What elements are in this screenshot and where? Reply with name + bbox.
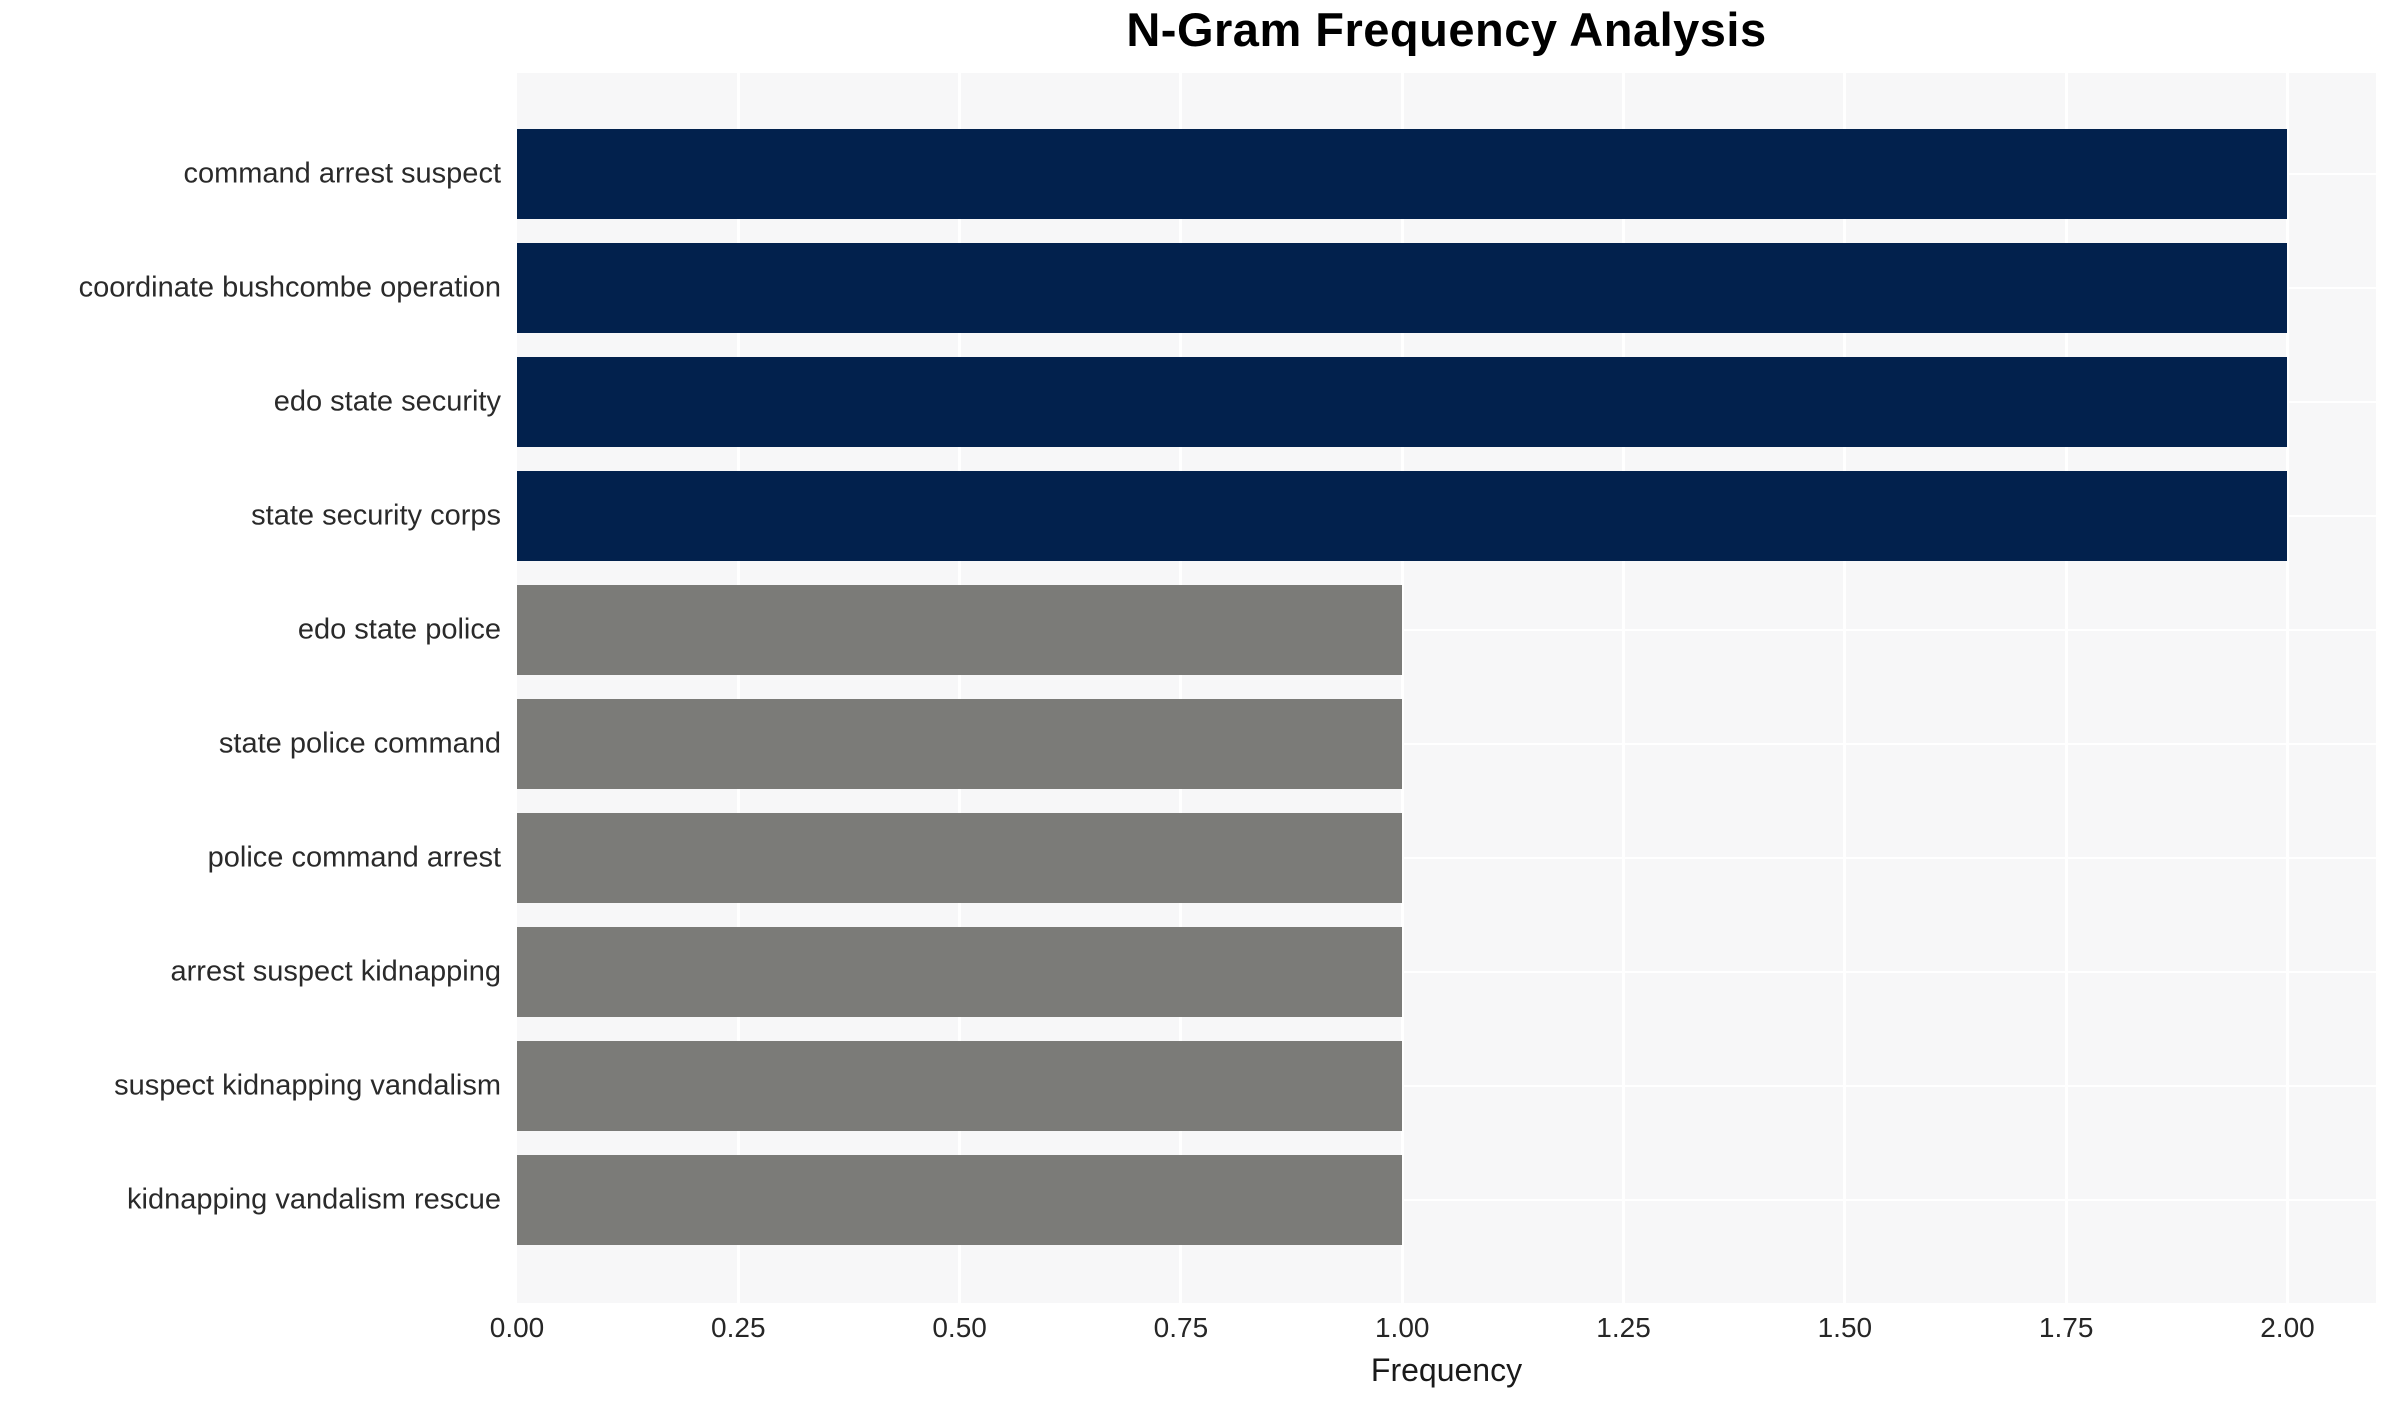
bar [517,1041,1403,1131]
category-label: coordinate bushcombe operation [78,271,501,304]
x-gridline [2064,73,2068,1303]
y-gridline [517,971,2376,973]
category-label: arrest suspect kidnapping [170,955,501,988]
x-tick-label: 0.00 [489,1312,545,1343]
bar [517,129,2288,219]
x-gridline [1400,73,1404,1303]
category-label: state police command [218,727,501,760]
x-tick-label: 0.25 [711,1312,766,1343]
chart-row: arrest suspect kidnapping [171,915,2376,1029]
chart-row: kidnapping vandalism rescue [127,1143,2376,1257]
category-label: command arrest suspect [183,157,501,190]
bar [517,813,1403,903]
y-gridline [517,743,2376,745]
x-axis-label: Frequency [1370,1352,1523,1388]
x-gridline [2285,73,2289,1303]
plot-area: command arrest suspect coordinate bushco… [79,73,2376,1303]
x-gridline [958,73,962,1303]
chart-row: state security corps [251,459,2376,573]
chart-row: edo state security [274,345,2376,459]
bar [517,357,2288,447]
category-label: kidnapping vandalism rescue [127,1183,501,1216]
x-tick-label: 2.00 [2260,1312,2315,1343]
chart-title: N-Gram Frequency Analysis [1126,3,1767,56]
bar [517,1155,1403,1245]
y-gridline [517,1085,2376,1087]
x-gridline [1179,73,1183,1303]
x-tick-label: 0.50 [932,1312,987,1343]
bar [517,585,1403,675]
chart-row: suspect kidnapping vandalism [114,1029,2376,1143]
x-gridline [1622,73,1626,1303]
y-gridline [517,629,2376,631]
chart-row: command arrest suspect [183,117,2376,231]
y-gridline [517,857,2376,859]
chart-row: police command arrest [208,801,2376,915]
x-tick-label: 1.50 [1817,1312,1873,1343]
x-tick-label: 1.25 [1596,1312,1651,1343]
bar [517,699,1403,789]
x-tick-label: 0.75 [1153,1312,1209,1343]
x-tick-label: 1.00 [1374,1312,1430,1343]
category-label: state security corps [251,499,501,532]
category-label: suspect kidnapping vandalism [114,1069,501,1102]
chart-row: state police command [219,687,2376,801]
bars-container: command arrest suspect coordinate bushco… [79,117,2376,1257]
chart-row: edo state police [298,573,2376,687]
chart-row: coordinate bushcombe operation [79,231,2376,345]
category-label: police command arrest [207,841,501,874]
x-gridline [736,73,740,1303]
bar [517,471,2288,561]
x-tick-label: 1.75 [2038,1312,2094,1343]
bar [517,927,1403,1017]
y-gridline [517,1199,2376,1201]
category-label: edo state security [273,385,501,418]
category-label: edo state police [297,613,501,646]
x-gridline [1843,73,1847,1303]
bar [517,243,2288,333]
